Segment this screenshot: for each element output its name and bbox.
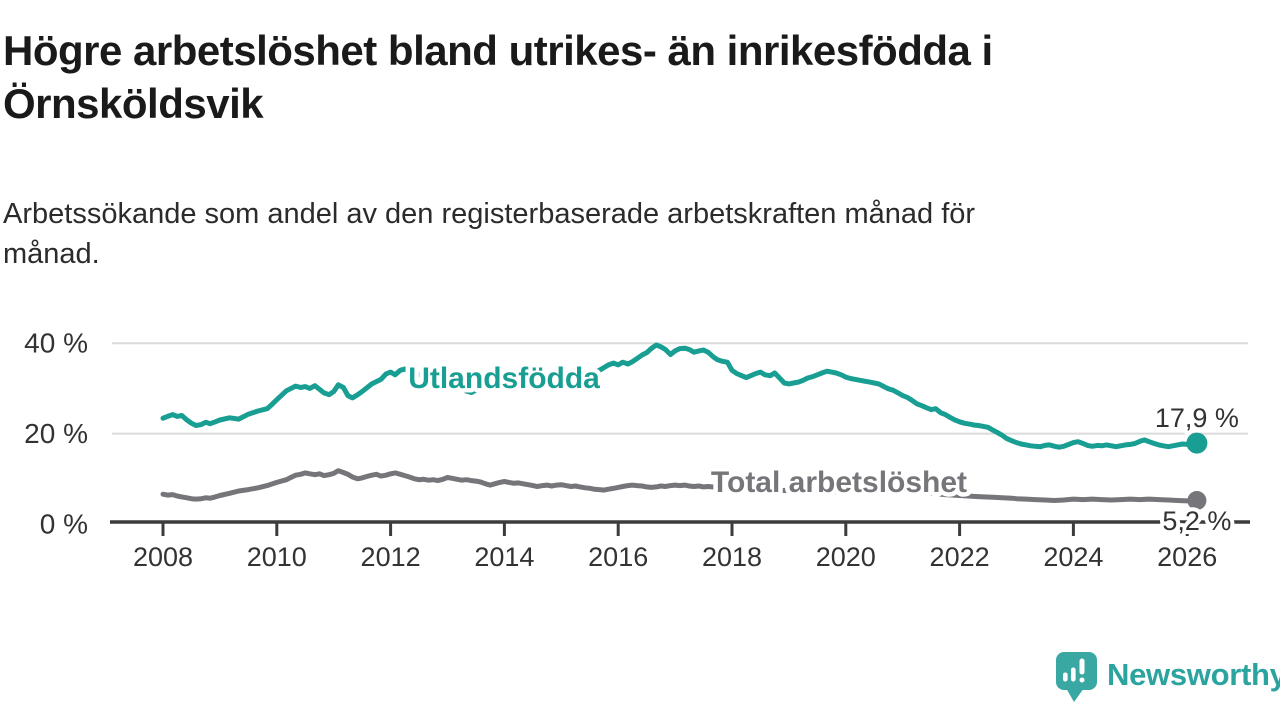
x-tick-label: 2022 xyxy=(930,542,990,572)
x-tick-label: 2018 xyxy=(702,542,762,572)
y-tick-label: 40 % xyxy=(24,328,88,359)
chart-subtitle: Arbetssökande som andel av den registerb… xyxy=(3,194,1203,274)
x-tick-label: 2014 xyxy=(474,542,534,572)
x-tick-label: 2024 xyxy=(1043,542,1103,572)
x-tick-label: 2010 xyxy=(247,542,307,572)
x-tick-label: 2008 xyxy=(133,542,193,572)
end-dot-utlandsfodda xyxy=(1186,432,1208,454)
series-line-utlandsfodda xyxy=(160,342,1200,450)
chart-title: Högre arbetslöshet bland utrikes- än inr… xyxy=(3,24,1153,130)
x-tick-label: 2020 xyxy=(816,542,876,572)
y-tick-label: 20 % xyxy=(24,418,88,449)
end-value-label-total: 5,2 % xyxy=(1162,506,1231,536)
x-tick-label: 2026 xyxy=(1157,542,1217,572)
newsworthy-speech-bubble-chart-icon xyxy=(1056,652,1097,702)
series-line-total xyxy=(160,468,1200,504)
series-label-total: Total arbetslöshet xyxy=(711,466,967,499)
x-tick-label: 2012 xyxy=(361,542,421,572)
y-tick-label: 0 % xyxy=(40,509,88,540)
x-tick-label: 2016 xyxy=(588,542,648,572)
end-value-label-utlandsfodda: 17,9 % xyxy=(1155,403,1239,433)
chart-title-line-2: Örnsköldsvik xyxy=(3,80,264,127)
chart-title-line-1: Högre arbetslöshet bland utrikes- än inr… xyxy=(3,27,993,74)
newsworthy-logo: Newsworthy xyxy=(1056,652,1280,705)
end-dot-total xyxy=(1187,491,1207,510)
series-label-utlandsfodda: Utlandsfödda xyxy=(408,362,600,395)
newsworthy-wordmark: Newsworthy xyxy=(1107,657,1280,692)
chart-subtitle-line-2: månad. xyxy=(3,238,100,270)
chart-subtitle-line-1: Arbetssökande som andel av den registerb… xyxy=(3,198,976,230)
